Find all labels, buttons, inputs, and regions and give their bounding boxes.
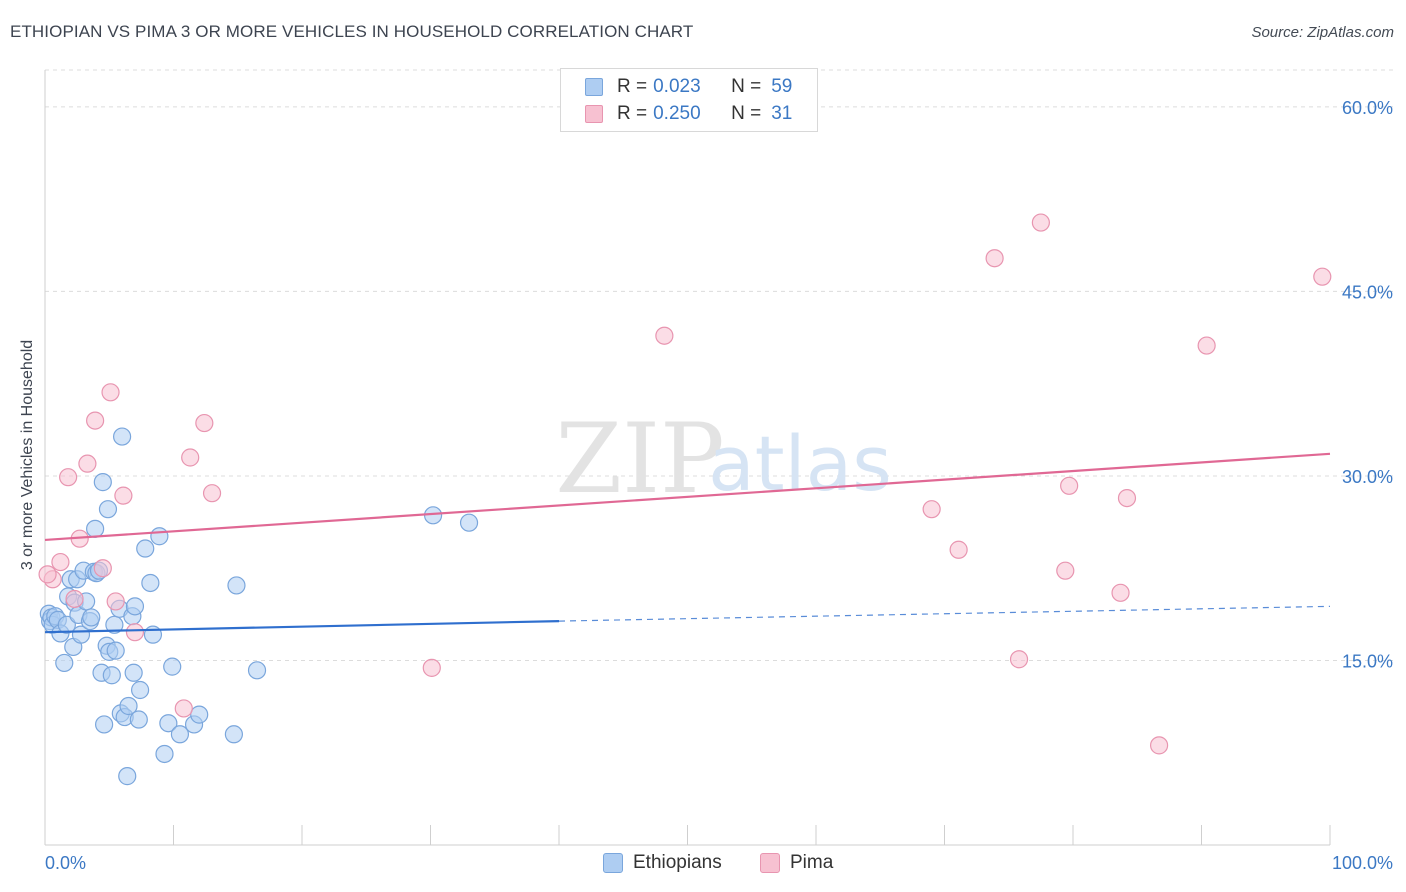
ethiopians-point	[112, 427, 132, 446]
ethiopians-swatch	[585, 78, 603, 96]
r-value-ethiopians: 0.023	[653, 76, 701, 97]
legend-row-pima: R = 0.250 N = 31	[585, 103, 792, 125]
legend-row-ethiopians: R = 0.023 N = 59	[585, 76, 792, 98]
ethiopians-point	[125, 597, 145, 616]
pima-point	[985, 249, 1004, 268]
y-tick-label: 30.0%	[1342, 467, 1393, 487]
pima-point	[1117, 488, 1137, 508]
pima-point	[78, 454, 97, 473]
watermark: ZIP atlas	[555, 403, 891, 515]
legend-item-ethiopians[interactable]: Ethiopians	[603, 852, 722, 874]
pima-point	[86, 411, 105, 430]
ethiopians-point	[227, 576, 246, 595]
pima-point	[181, 448, 200, 467]
pima-point	[949, 540, 968, 559]
y-tick-label: 15.0%	[1342, 651, 1393, 671]
n-value-pima: 31	[771, 103, 793, 124]
r-label: R =	[617, 103, 648, 124]
ethiopians-trend-line	[44, 620, 560, 634]
grid-lines	[45, 69, 1395, 661]
ethiopians-point	[119, 696, 138, 716]
axes	[44, 70, 1331, 846]
ethiopians-point	[459, 513, 479, 532]
ethiopians-point	[155, 744, 174, 764]
pima-point	[1009, 650, 1029, 669]
pima-point	[38, 565, 57, 584]
pima-point	[655, 326, 674, 345]
ethiopians-point	[129, 710, 148, 729]
stats-legend: R = 0.023 N = 59 R = 0.250 N = 31	[560, 68, 818, 132]
chart-title: ETHIOPIAN VS PIMA 3 OR MORE VEHICLES IN …	[10, 22, 694, 41]
pima-point	[106, 592, 125, 611]
source-label: Source: ZipAtlas.com	[1251, 24, 1394, 41]
pima-point	[202, 484, 222, 503]
ethiopians-point	[136, 539, 155, 558]
ethiopians-legend-swatch	[603, 853, 623, 873]
pima-point	[51, 552, 70, 572]
ethiopians-point	[170, 725, 190, 744]
y-tick-label: 45.0%	[1342, 282, 1393, 302]
ethiopians-point	[130, 680, 150, 700]
pima-point	[125, 623, 145, 642]
n-label: N =	[731, 76, 762, 97]
ethiopians-point	[124, 663, 143, 682]
pima-legend-swatch	[760, 853, 780, 873]
r-label: R =	[617, 76, 648, 97]
ethiopians-point	[141, 573, 160, 593]
ethiopians-point	[190, 705, 209, 724]
ethiopians-point	[102, 666, 121, 685]
pima-point	[1313, 267, 1332, 286]
pima-legend-label: Pima	[790, 852, 834, 873]
ethiopians-point	[118, 767, 137, 786]
ethiopians-point	[86, 519, 105, 538]
pima-point	[422, 658, 441, 677]
tick-labels: 15.0% 30.0% 45.0% 60.0% 0.0% 100.0%	[45, 98, 1393, 873]
pima-point	[174, 699, 193, 718]
x-tick-label: 0.0%	[45, 853, 86, 873]
series-legend: Ethiopians Pima	[0, 852, 1406, 878]
ethiopians-point	[224, 725, 243, 744]
ethiopians-point	[57, 615, 76, 634]
y-tick-label: 60.0%	[1342, 98, 1393, 118]
pima-point	[93, 559, 112, 578]
x-tick-label: 100.0%	[1332, 853, 1393, 873]
ethiopians-point	[93, 473, 112, 492]
ethiopians-point	[163, 657, 182, 676]
pima-points	[38, 213, 1332, 755]
pima-point	[59, 468, 78, 487]
ethiopians-point	[106, 641, 125, 660]
pima-point	[1060, 476, 1079, 495]
ethiopians-point	[95, 715, 114, 734]
ethiopians-trend-extension	[558, 605, 1331, 622]
pima-point	[1031, 213, 1050, 232]
pima-point	[195, 413, 214, 433]
ethiopians-point	[150, 527, 169, 546]
ethiopians-legend-label: Ethiopians	[633, 852, 722, 873]
r-value-pima: 0.250	[653, 103, 701, 124]
pima-trend-line	[44, 452, 1331, 542]
pima-point	[922, 500, 941, 519]
ethiopians-point	[98, 500, 118, 519]
pima-point	[1056, 561, 1075, 580]
pima-point	[65, 589, 84, 609]
ethiopians-point	[159, 714, 178, 733]
ethiopians-points	[39, 427, 479, 786]
pima-point	[1197, 336, 1216, 355]
ethiopians-point	[247, 661, 267, 680]
ethiopians-point	[82, 608, 101, 627]
pima-point	[1149, 736, 1169, 755]
ethiopians-point	[55, 653, 74, 673]
trend-lines	[44, 452, 1331, 634]
pima-point	[1111, 583, 1130, 602]
pima-point	[114, 486, 133, 505]
n-label: N =	[731, 103, 762, 124]
pima-point	[101, 383, 120, 402]
watermark-zip: ZIP	[555, 403, 724, 515]
pima-swatch	[585, 105, 603, 123]
n-value-ethiopians: 59	[771, 76, 793, 97]
legend-item-pima[interactable]: Pima	[760, 852, 833, 874]
